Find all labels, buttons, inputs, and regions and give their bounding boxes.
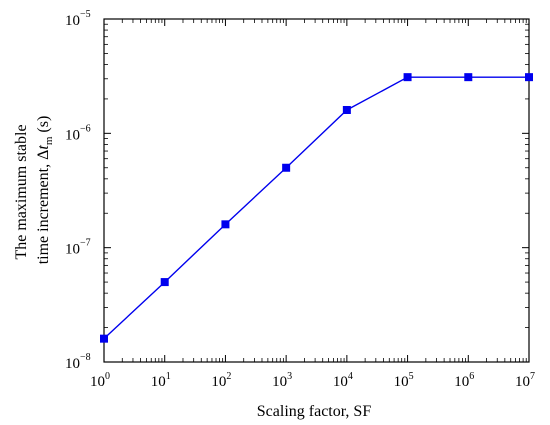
y-tick-base: 10 — [65, 127, 80, 143]
x-tick-base: 10 — [515, 374, 530, 390]
y-tick-exp: −8 — [80, 352, 91, 363]
data-point — [221, 220, 230, 229]
x-tick-label: 101 — [151, 371, 171, 390]
y-tick-label: 10−5 — [65, 9, 91, 29]
x-tick-label: 106 — [454, 371, 474, 390]
y-axis-label-line2: time increment, Δtm (s) — [35, 116, 55, 265]
y-tick-label: 10−7 — [65, 238, 91, 258]
y-axis-label-var: t — [35, 145, 52, 150]
y-tick-label: 10−8 — [65, 352, 91, 372]
y-tick-base: 10 — [65, 356, 80, 372]
y-axis-label-prefix: time increment, Δ — [35, 150, 52, 265]
data-point — [403, 73, 412, 82]
plot-frame — [103, 18, 530, 363]
x-axis-label: Scaling factor, SF — [257, 403, 372, 420]
y-axis-label-line1: The maximum stable — [13, 124, 30, 259]
x-tick-exp: 5 — [409, 371, 414, 382]
series-line — [103, 76, 529, 340]
x-tick-exp: 3 — [287, 371, 292, 382]
y-axis-label: The maximum stable time increment, Δtm (… — [13, 116, 55, 265]
data-point — [282, 163, 291, 172]
x-tick-base: 10 — [454, 374, 469, 390]
x-tick-exp: 4 — [348, 371, 353, 382]
x-tick-label: 102 — [211, 371, 231, 390]
y-tick-exp: −5 — [80, 9, 91, 20]
series-layer — [100, 73, 533, 343]
x-tick-base: 10 — [211, 374, 226, 390]
y-axis-label-suffix: (s) — [35, 116, 52, 137]
data-point — [160, 278, 169, 287]
x-tick-base: 10 — [272, 374, 287, 390]
data-point — [100, 334, 108, 343]
x-tick-base: 10 — [90, 374, 105, 390]
y-tick-label: 10−6 — [65, 123, 91, 143]
x-tick-exp: 1 — [166, 371, 171, 382]
y-tick-base: 10 — [65, 242, 80, 258]
x-tick-base: 10 — [394, 374, 409, 390]
y-axis-label-sub: m — [43, 136, 55, 145]
data-point — [464, 73, 473, 82]
data-point — [525, 73, 533, 82]
x-tick-label: 105 — [394, 371, 414, 390]
ticks — [103, 18, 530, 363]
data-point — [342, 105, 351, 114]
x-tick-exp: 6 — [469, 371, 474, 382]
x-tick-label: 107 — [515, 371, 535, 390]
x-tick-base: 10 — [151, 374, 166, 390]
x-tick-exp: 2 — [226, 371, 231, 382]
x-tick-label: 100 — [90, 371, 110, 390]
x-tick-label: 103 — [272, 371, 292, 390]
x-tick-base: 10 — [333, 374, 348, 390]
x-tick-exp: 0 — [105, 371, 110, 382]
y-tick-exp: −7 — [80, 238, 91, 249]
x-tick-exp: 7 — [530, 371, 535, 382]
y-tick-base: 10 — [65, 13, 80, 29]
x-tick-label: 104 — [333, 371, 353, 390]
plot-frame-group — [103, 18, 530, 363]
y-tick-exp: −6 — [80, 123, 91, 134]
